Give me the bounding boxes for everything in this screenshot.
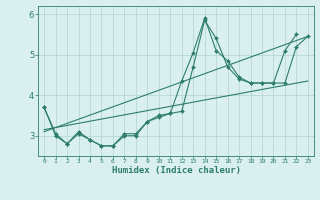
X-axis label: Humidex (Indice chaleur): Humidex (Indice chaleur) (111, 166, 241, 175)
